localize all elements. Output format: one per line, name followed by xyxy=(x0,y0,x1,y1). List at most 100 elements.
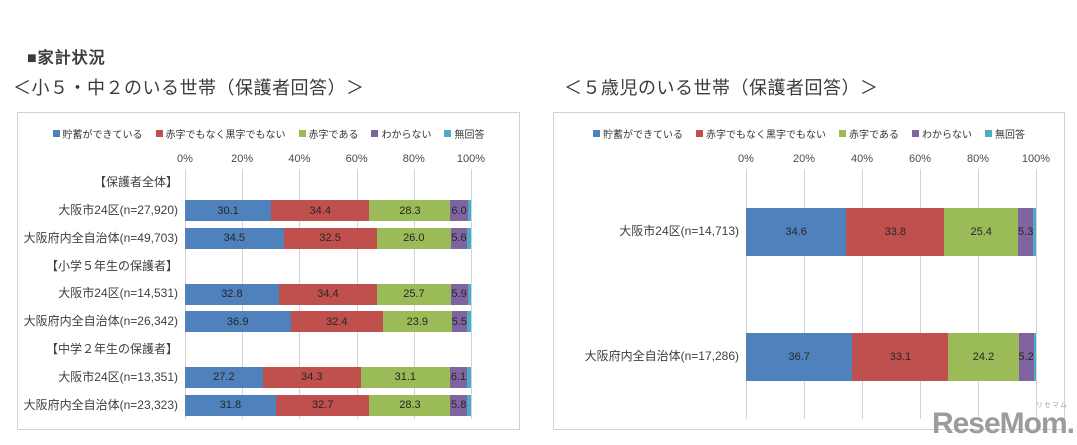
segment-value-label: 30.1 xyxy=(217,204,239,217)
segment-value-label: 5.6 xyxy=(451,232,467,245)
segment-value-label: 27.2 xyxy=(213,371,235,384)
bar-row: 大阪府内全自治体(n=26,342) 36.9 32.4 23.9 5.5 xyxy=(18,308,519,336)
x-axis-labels: 0% 20% 40% 60% 80% 100% xyxy=(177,153,485,167)
group-label: 【小学５年生の保護者】 xyxy=(45,258,178,273)
axis-tick-label: 20% xyxy=(231,153,254,165)
bar-segment-1: 36.7 xyxy=(746,332,853,381)
bar-segment-2: 33.1 xyxy=(852,332,949,381)
bar-segment-2: 32.4 xyxy=(290,311,384,333)
legend-swatch-icon xyxy=(984,130,992,137)
bar-segment-5 xyxy=(467,366,471,388)
axis-tick-label: 40% xyxy=(288,153,311,165)
segment-value-label: 32.4 xyxy=(326,315,348,328)
legend-item: わからない xyxy=(911,126,972,141)
category-label: 大阪府内全自治体(n=23,323) xyxy=(23,397,178,412)
bar-segment-3: 25.7 xyxy=(377,283,451,305)
axis-tick-label: 40% xyxy=(850,153,874,165)
segment-value-label: 6.1 xyxy=(450,371,467,384)
category-label: 大阪市24区(n=14,713) xyxy=(619,223,739,238)
segment-value-label: 5.9 xyxy=(451,288,467,301)
bar-segment-1: 30.1 xyxy=(185,200,272,222)
stacked-bar: 34.5 32.5 26.0 5.6 xyxy=(185,227,471,249)
legend-swatch-icon xyxy=(298,130,306,137)
bar-segment-2: 34.4 xyxy=(278,283,378,305)
bar-row: 大阪市24区(n=27,920) 30.1 34.4 28.3 6.0 xyxy=(18,197,519,225)
segment-value-label: 34.3 xyxy=(301,371,323,384)
segment-value-label: 34.6 xyxy=(785,225,807,238)
stacked-bar: 27.2 34.3 31.1 6.1 xyxy=(185,366,471,388)
segment-value-label: 25.4 xyxy=(970,225,992,238)
legend-label: わからない xyxy=(381,130,432,141)
legend-swatch-icon xyxy=(696,130,704,137)
bar-segment-2: 34.4 xyxy=(271,200,370,222)
segment-value-label: 5.2 xyxy=(1018,350,1034,363)
bar-segment-3: 23.9 xyxy=(383,311,452,333)
segment-value-label: 34.4 xyxy=(309,204,331,217)
bar-segment-2: 32.7 xyxy=(275,394,370,416)
segment-value-label: 32.5 xyxy=(319,232,341,245)
bar-segment-3: 28.3 xyxy=(369,200,451,222)
legend-item: わからない xyxy=(371,126,431,141)
bar-row: 大阪市24区(n=13,351) 27.2 34.3 31.1 6.1 xyxy=(18,363,519,391)
chart-households-age5: 貯蓄ができている 赤字でもなく黒字でもない 赤字である わからない 無回答 0% 20% 40… xyxy=(553,112,1065,430)
stacked-bar: 32.8 34.4 25.7 5.9 xyxy=(185,283,471,305)
chart1-title: ＜小５・中２のいる世帯（保護者回答）＞ xyxy=(13,78,365,98)
legend-item: 赤字である xyxy=(839,126,899,141)
group-row: 【中学２年生の保護者】 xyxy=(18,336,519,364)
segment-value-label: 24.2 xyxy=(972,350,995,363)
bar-segment-3: 25.4 xyxy=(944,207,1018,256)
bar-segment-5 xyxy=(1033,332,1036,381)
segment-value-label: 26.0 xyxy=(403,232,425,245)
bar-segment-4: 5.9 xyxy=(450,283,468,305)
bar-segment-1: 36.9 xyxy=(185,311,291,333)
category-label: 大阪府内全自治体(n=49,703) xyxy=(23,230,178,245)
segment-value-label: 5.8 xyxy=(451,399,467,412)
category-label: 大阪市24区(n=13,351) xyxy=(58,369,178,384)
bar-segment-4: 5.5 xyxy=(451,311,468,333)
segment-value-label: 33.1 xyxy=(889,350,912,363)
legend-swatch-icon xyxy=(911,130,919,137)
axis-tick-label: 60% xyxy=(908,153,932,165)
category-label: 大阪市24区(n=27,920) xyxy=(58,203,178,218)
legend-label: 赤字でもなく黒字でもない xyxy=(706,130,827,141)
bar-segment-4: 6.0 xyxy=(450,200,468,222)
axis-tick-label: 0% xyxy=(738,153,754,165)
legend-label: 無回答 xyxy=(454,130,485,141)
bar-row: 大阪府内全自治体(n=23,323) 31.8 32.7 28.3 5.8 xyxy=(18,391,519,419)
segment-value-label: 36.7 xyxy=(788,350,810,363)
axis-tick-label: 20% xyxy=(792,153,816,165)
resemom-wordmark: ReseMom. xyxy=(931,407,1075,440)
x-axis-labels: 0% 20% 40% 60% 80% 100% xyxy=(738,153,1050,167)
legend-item: 無回答 xyxy=(984,126,1025,141)
legend-label: 赤字である xyxy=(849,130,899,141)
legend-item: 赤字でもなく黒字でもない xyxy=(155,126,286,141)
bar-segment-1: 31.8 xyxy=(185,394,276,416)
stacked-bar: 36.9 32.4 23.9 5.5 xyxy=(185,311,471,333)
segment-value-label: 33.8 xyxy=(884,225,907,238)
bar-segment-1: 34.5 xyxy=(185,227,284,249)
bar-segment-5 xyxy=(467,200,471,222)
legend-item: 貯蓄ができている xyxy=(52,126,143,141)
bar-segment-2: 34.3 xyxy=(262,366,361,388)
axis-tick-label: 80% xyxy=(402,153,425,165)
segment-value-label: 6.0 xyxy=(451,204,467,217)
bar-segment-4: 5.8 xyxy=(450,394,467,416)
chart-households-grade5-grade8: 貯蓄ができている 赤字でもなく黒字でもない 赤字である わからない 無回答 0% 20% 40… xyxy=(17,112,520,430)
legend-swatch-icon xyxy=(839,130,847,137)
category-label: 大阪市24区(n=14,531) xyxy=(58,286,178,301)
segment-value-label: 36.9 xyxy=(227,315,249,328)
legend-label: 貯蓄ができている xyxy=(62,130,143,141)
group-label: 【中学２年生の保護者】 xyxy=(45,341,178,356)
legend-item: 赤字である xyxy=(298,126,358,141)
stacked-bar: 36.7 33.1 24.2 5.2 xyxy=(746,332,1036,381)
bar-segment-3: 31.1 xyxy=(360,366,450,388)
resemom-ruby-label: リセマム xyxy=(1036,402,1068,409)
segment-value-label: 32.8 xyxy=(221,288,243,301)
legend-label: わからない xyxy=(921,130,972,141)
bar-row: 大阪府内全自治体(n=49,703) 34.5 32.5 26.0 5.6 xyxy=(18,225,519,253)
group-label: 【保護者全体】 xyxy=(93,175,178,190)
axis-tick-label: 60% xyxy=(345,153,368,165)
bar-segment-3: 28.3 xyxy=(369,394,451,416)
segment-value-label: 5.3 xyxy=(1018,225,1034,238)
